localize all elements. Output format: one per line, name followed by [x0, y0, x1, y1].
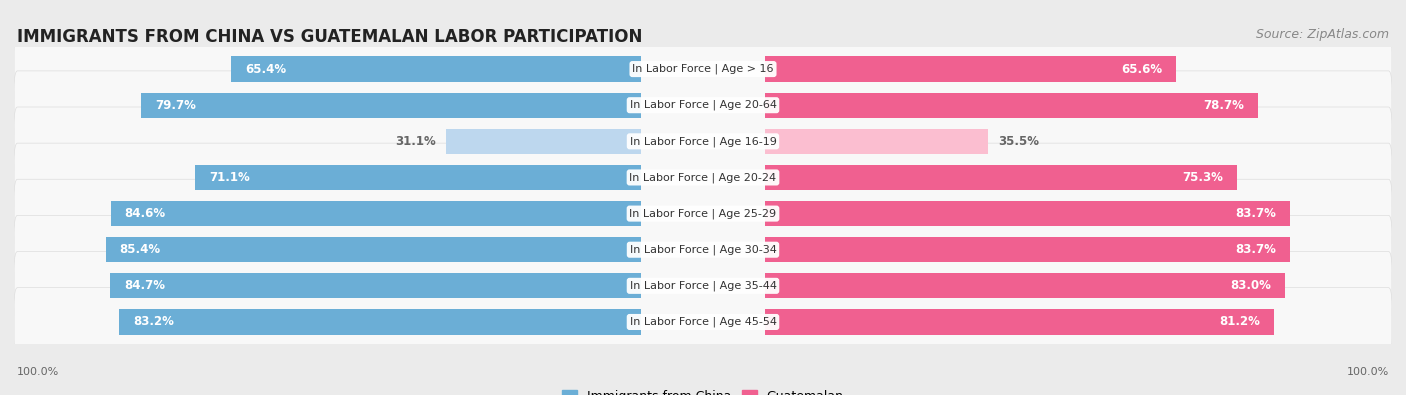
Bar [111, 201, 641, 226]
Text: 100.0%: 100.0% [17, 367, 59, 377]
FancyBboxPatch shape [14, 252, 1392, 320]
Text: In Labor Force | Age 25-29: In Labor Force | Age 25-29 [630, 208, 776, 219]
Bar [765, 237, 1289, 262]
FancyBboxPatch shape [14, 215, 1392, 284]
Bar [231, 56, 641, 82]
Text: 85.4%: 85.4% [120, 243, 160, 256]
Text: In Labor Force | Age 20-24: In Labor Force | Age 20-24 [630, 172, 776, 183]
Bar [765, 201, 1289, 226]
Text: In Labor Force | Age 20-64: In Labor Force | Age 20-64 [630, 100, 776, 111]
Text: IMMIGRANTS FROM CHINA VS GUATEMALAN LABOR PARTICIPATION: IMMIGRANTS FROM CHINA VS GUATEMALAN LABO… [17, 28, 643, 46]
Text: 100.0%: 100.0% [1347, 367, 1389, 377]
Text: In Labor Force | Age > 16: In Labor Force | Age > 16 [633, 64, 773, 74]
Text: In Labor Force | Age 16-19: In Labor Force | Age 16-19 [630, 136, 776, 147]
Bar [142, 92, 641, 118]
Text: 83.7%: 83.7% [1234, 207, 1277, 220]
Text: In Labor Force | Age 45-54: In Labor Force | Age 45-54 [630, 317, 776, 327]
Text: 83.2%: 83.2% [134, 316, 174, 329]
Bar [105, 237, 641, 262]
Text: 84.6%: 84.6% [124, 207, 166, 220]
Text: 83.7%: 83.7% [1234, 243, 1277, 256]
Bar [765, 129, 987, 154]
FancyBboxPatch shape [14, 71, 1392, 139]
Bar [765, 92, 1258, 118]
Bar [765, 165, 1237, 190]
Text: In Labor Force | Age 30-34: In Labor Force | Age 30-34 [630, 245, 776, 255]
Bar [120, 309, 641, 335]
Text: 84.7%: 84.7% [124, 279, 165, 292]
Bar [110, 273, 641, 299]
Text: In Labor Force | Age 35-44: In Labor Force | Age 35-44 [630, 280, 776, 291]
Text: 79.7%: 79.7% [155, 99, 195, 112]
Bar [765, 56, 1177, 82]
Bar [195, 165, 641, 190]
FancyBboxPatch shape [14, 35, 1392, 103]
FancyBboxPatch shape [14, 179, 1392, 248]
Text: 78.7%: 78.7% [1204, 99, 1244, 112]
Bar [446, 129, 641, 154]
Text: 65.6%: 65.6% [1122, 62, 1163, 75]
Text: 35.5%: 35.5% [998, 135, 1039, 148]
Bar [765, 309, 1274, 335]
FancyBboxPatch shape [14, 107, 1392, 176]
Text: 65.4%: 65.4% [245, 62, 285, 75]
Legend: Immigrants from China, Guatemalan: Immigrants from China, Guatemalan [562, 389, 844, 395]
Text: 75.3%: 75.3% [1182, 171, 1223, 184]
Text: 81.2%: 81.2% [1219, 316, 1260, 329]
FancyBboxPatch shape [14, 143, 1392, 212]
FancyBboxPatch shape [14, 288, 1392, 356]
Text: 83.0%: 83.0% [1230, 279, 1271, 292]
Text: 71.1%: 71.1% [209, 171, 250, 184]
Text: 31.1%: 31.1% [395, 135, 436, 148]
Bar [765, 273, 1285, 299]
Text: Source: ZipAtlas.com: Source: ZipAtlas.com [1256, 28, 1389, 41]
